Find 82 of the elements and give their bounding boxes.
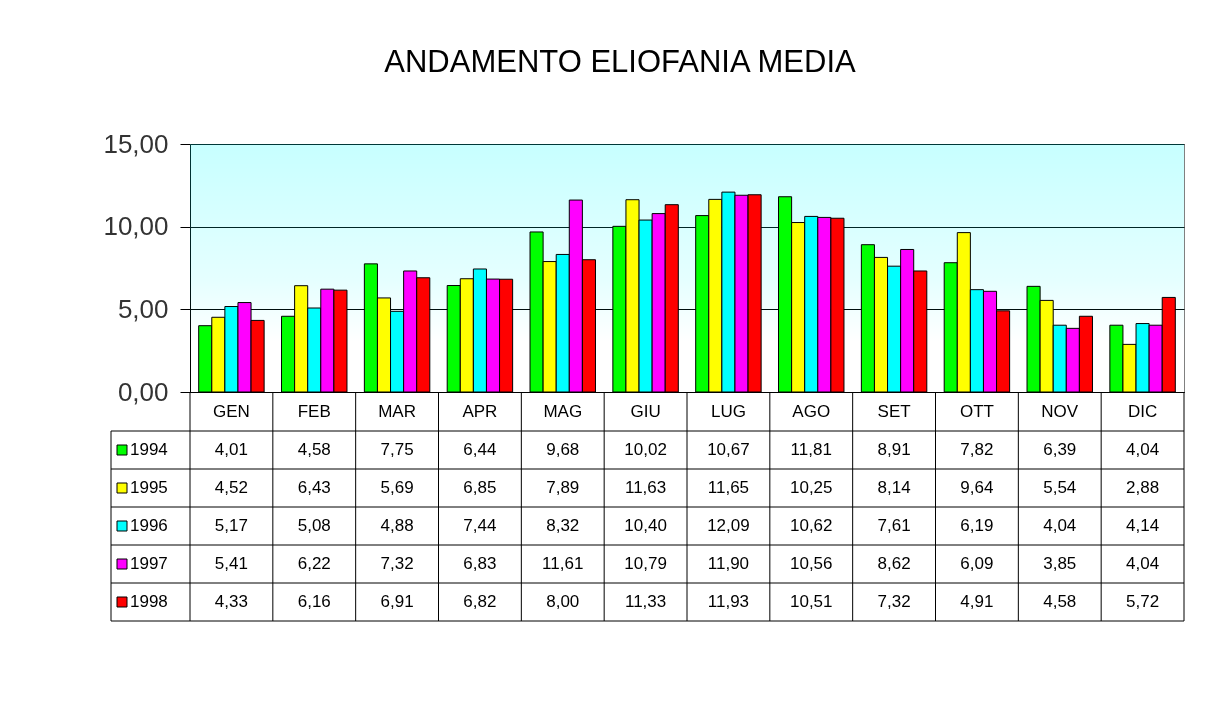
y-tick-label: 5,00 xyxy=(117,293,169,324)
data-label: 4,88 xyxy=(380,516,414,535)
data-label: 10,67 xyxy=(707,440,750,459)
data-label: 4,04 xyxy=(1126,440,1160,459)
data-label: 6,16 xyxy=(297,592,331,611)
data-label: 4,52 xyxy=(214,478,248,497)
x-tick-label: MAG xyxy=(543,402,583,421)
data-label: 10,02 xyxy=(624,440,667,459)
x-tick-label: MAR xyxy=(378,402,416,421)
data-label: 7,32 xyxy=(877,592,911,611)
data-label: 8,00 xyxy=(546,592,580,611)
x-tick-label: NOV xyxy=(1041,402,1079,421)
data-label: 11,93 xyxy=(707,592,750,611)
data-label: 8,32 xyxy=(546,516,580,535)
legend-label: 1998 xyxy=(130,592,168,611)
data-label: 11,61 xyxy=(542,554,584,573)
data-label: 11,90 xyxy=(707,554,750,573)
x-tick-label: AGO xyxy=(792,402,831,421)
data-label: 7,44 xyxy=(463,516,497,535)
data-label: 7,61 xyxy=(877,516,911,535)
data-label: 8,14 xyxy=(877,478,911,497)
y-tick-label: 10,00 xyxy=(103,211,169,242)
chart-title: ANDAMENTO ELIOFANIA MEDIA xyxy=(384,44,857,79)
y-tick-label: 15,00 xyxy=(103,128,169,159)
data-label: 10,79 xyxy=(624,554,667,573)
x-tick-label: APR xyxy=(462,402,498,421)
data-label: 9,64 xyxy=(960,478,994,497)
x-tick-label: FEB xyxy=(297,402,331,421)
data-label: 5,41 xyxy=(214,554,248,573)
data-label: 11,63 xyxy=(624,478,667,497)
data-label: 6,22 xyxy=(297,554,331,573)
data-label: 6,43 xyxy=(297,478,331,497)
data-label: 8,62 xyxy=(877,554,911,573)
legend-label: 1994 xyxy=(130,440,168,459)
data-label: 4,04 xyxy=(1043,516,1077,535)
data-label: 6,82 xyxy=(463,592,497,611)
data-label: 11,65 xyxy=(707,478,750,497)
data-label: 8,91 xyxy=(877,440,911,459)
data-label: 4,91 xyxy=(960,592,994,611)
x-tick-label: DIC xyxy=(1127,402,1158,421)
data-label: 9,68 xyxy=(546,440,580,459)
data-label: 6,91 xyxy=(380,592,414,611)
data-label: 2,88 xyxy=(1126,478,1160,497)
data-label: 5,17 xyxy=(214,516,248,535)
data-label: 4,58 xyxy=(297,440,331,459)
data-label: 4,04 xyxy=(1126,554,1160,573)
data-label: 4,58 xyxy=(1043,592,1077,611)
data-label: 10,51 xyxy=(789,592,833,611)
data-label: 5,72 xyxy=(1126,592,1160,611)
data-label: 6,19 xyxy=(960,516,994,535)
data-label: 6,09 xyxy=(960,554,994,573)
data-label: 11,33 xyxy=(624,592,667,611)
data-label: 6,83 xyxy=(463,554,497,573)
data-label: 7,32 xyxy=(380,554,414,573)
data-label: 6,44 xyxy=(463,440,497,459)
legend-label: 1995 xyxy=(130,478,168,497)
data-label: 12,09 xyxy=(707,516,750,535)
data-label: 11,81 xyxy=(790,440,832,459)
data-label: 4,01 xyxy=(214,440,248,459)
data-label: 7,75 xyxy=(380,440,414,459)
y-tick-label: 0,00 xyxy=(117,376,169,407)
x-tick-label: LUG xyxy=(710,402,746,421)
x-tick-label: OTT xyxy=(959,402,994,421)
legend-label: 1997 xyxy=(130,554,168,573)
data-label: 4,33 xyxy=(214,592,248,611)
data-label: 10,62 xyxy=(789,516,833,535)
data-label: 6,85 xyxy=(463,478,497,497)
data-label: 7,82 xyxy=(960,440,994,459)
data-label: 10,25 xyxy=(789,478,833,497)
x-tick-label: GIU xyxy=(630,402,661,421)
data-label: 4,14 xyxy=(1126,516,1160,535)
x-tick-label: SET xyxy=(877,402,911,421)
data-label: 10,40 xyxy=(624,516,667,535)
data-label: 7,89 xyxy=(546,478,580,497)
data-label: 5,69 xyxy=(380,478,414,497)
data-label: 10,56 xyxy=(789,554,833,573)
legend-label: 1996 xyxy=(130,516,168,535)
data-label: 3,85 xyxy=(1043,554,1077,573)
x-tick-label: GEN xyxy=(212,402,250,421)
data-label: 5,54 xyxy=(1043,478,1077,497)
data-label: 5,08 xyxy=(297,516,331,535)
data-label: 6,39 xyxy=(1043,440,1077,459)
